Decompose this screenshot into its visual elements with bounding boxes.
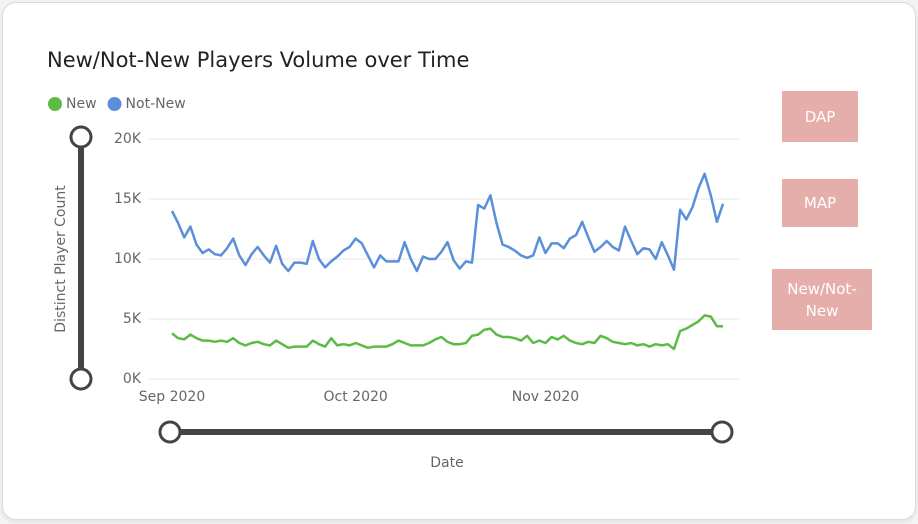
y-tick-label: 20K — [114, 131, 142, 147]
line-series — [170, 172, 725, 273]
chart-title: New/Not-New Players Volume over Time — [47, 48, 469, 72]
x-tick-label: Oct 2020 — [324, 389, 388, 405]
y-tick-label: 0K — [123, 371, 142, 387]
legend-label: Not-New — [126, 96, 186, 112]
line-series — [171, 314, 723, 351]
legend-label: New — [66, 96, 97, 112]
x-axis-title: Date — [430, 455, 463, 471]
nav-button[interactable]: MAP — [782, 179, 858, 227]
y-slider[interactable] — [69, 125, 93, 391]
y-tick-label: 5K — [123, 311, 142, 327]
chart: New/Not-New Players Volume over Time Dat… — [47, 48, 739, 471]
legend-marker — [107, 97, 122, 111]
nav-button[interactable]: New/Not-New — [772, 269, 872, 330]
legend-marker — [48, 97, 62, 111]
y-tick-label: 15K — [114, 191, 142, 207]
x-tick-label: Nov 2020 — [512, 389, 579, 405]
y-tick-label: 10K — [114, 251, 142, 267]
x-slider[interactable] — [158, 420, 734, 444]
x-tick-label: Sep 2020 — [139, 389, 205, 405]
nav-button[interactable]: DAP — [782, 91, 858, 142]
y-axis-title: Distinct Player Count — [53, 185, 69, 333]
